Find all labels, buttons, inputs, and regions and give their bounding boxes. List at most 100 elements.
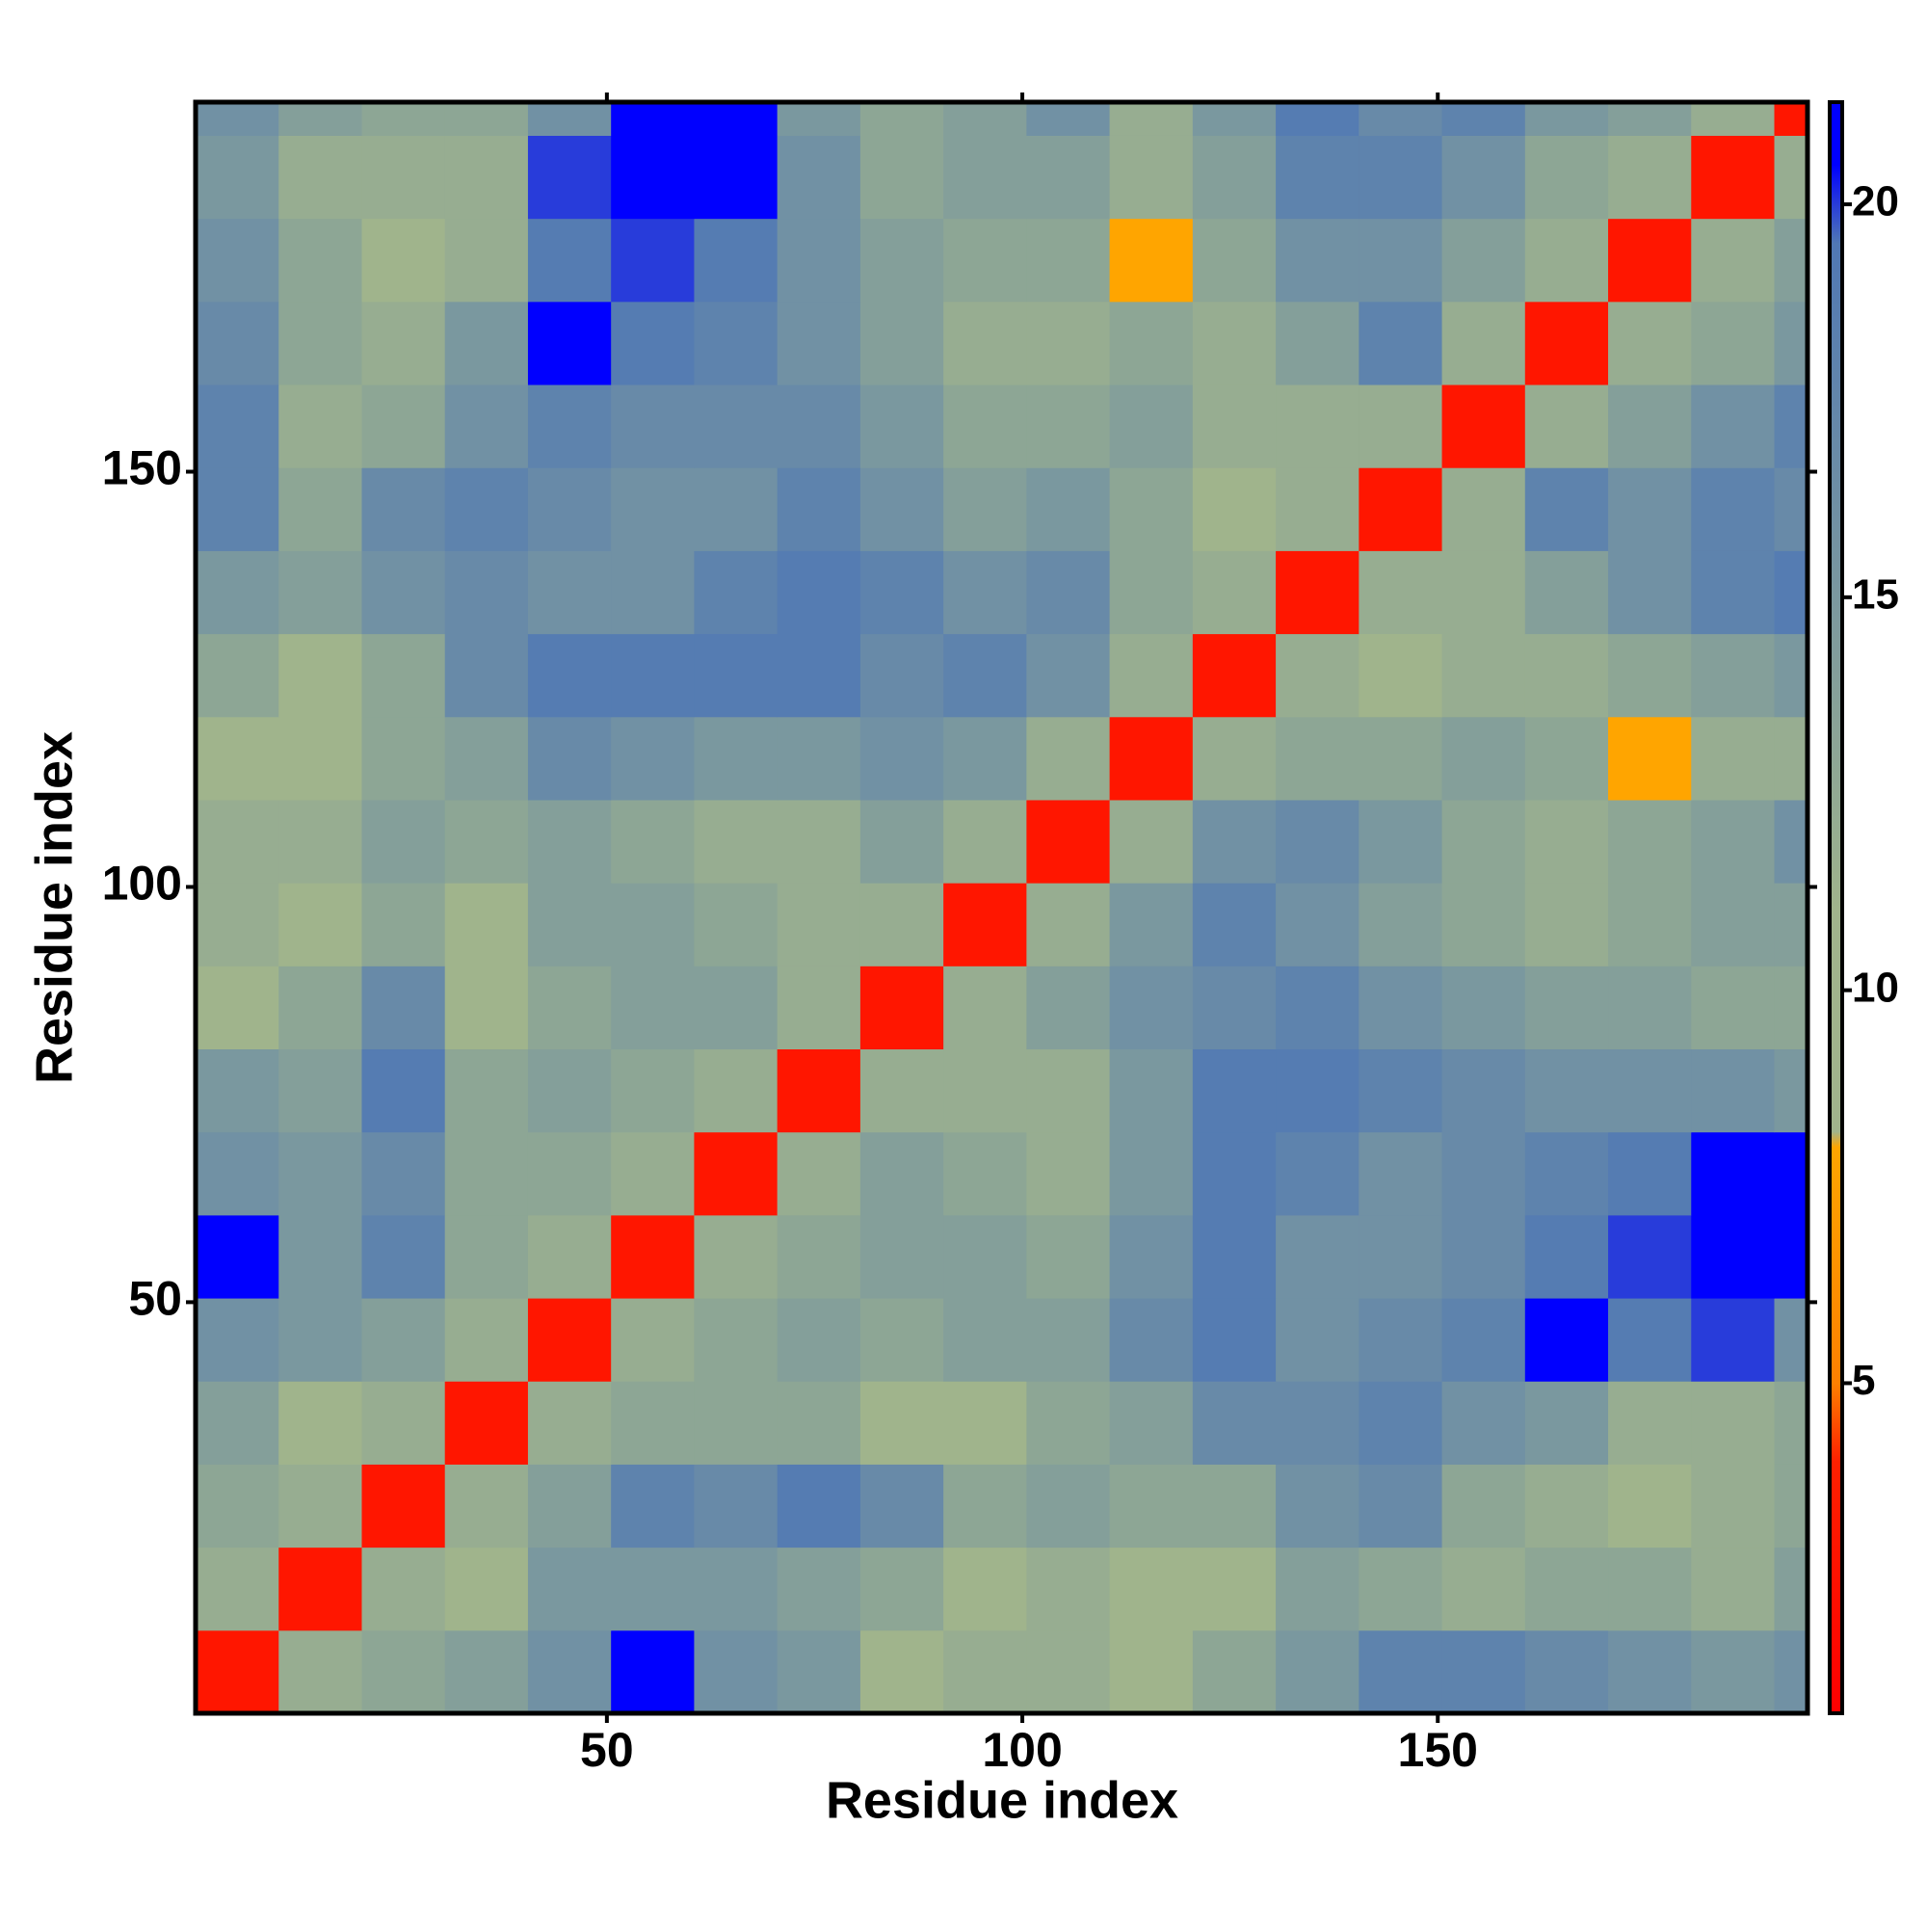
heatmap-cell xyxy=(1524,1214,1609,1299)
heatmap-cell xyxy=(1691,883,1776,966)
heatmap-cell xyxy=(611,301,695,385)
heatmap-cell xyxy=(1691,799,1776,884)
plot-frame xyxy=(193,99,1810,1716)
heatmap-cell xyxy=(444,1629,529,1714)
heatmap-cell xyxy=(1276,550,1359,635)
heatmap-cell xyxy=(611,1048,695,1133)
heatmap-cell xyxy=(1192,102,1277,136)
heatmap-cell xyxy=(361,550,446,635)
heatmap-cell xyxy=(1109,1048,1194,1133)
heatmap-cell xyxy=(1276,966,1359,1050)
heatmap-cell xyxy=(777,301,861,385)
heatmap-cell xyxy=(1359,1547,1443,1631)
heatmap-cell xyxy=(1359,135,1443,220)
heatmap-cell xyxy=(1026,1298,1111,1382)
heatmap-cell xyxy=(527,1298,612,1382)
heatmap-cell xyxy=(611,467,695,551)
heatmap-cell xyxy=(1441,1298,1526,1382)
heatmap-cell xyxy=(1276,716,1359,801)
heatmap-cell xyxy=(196,1131,279,1216)
heatmap-cell xyxy=(1359,467,1443,551)
heatmap-cell xyxy=(1109,102,1194,136)
heatmap-cell xyxy=(1441,1629,1526,1714)
heatmap-cell xyxy=(943,467,1027,551)
heatmap-cell xyxy=(1276,467,1359,551)
heatmap-cell xyxy=(1524,218,1609,303)
heatmap-cell xyxy=(527,1214,612,1299)
heatmap-cell xyxy=(1359,1629,1443,1714)
heatmap-cell xyxy=(444,799,529,884)
heatmap-cell xyxy=(943,966,1027,1050)
heatmap-cell xyxy=(1026,716,1111,801)
heatmap-cell xyxy=(1691,1048,1776,1133)
heatmap-cell xyxy=(1774,1131,1808,1216)
heatmap-cell xyxy=(1026,1381,1111,1465)
heatmap-cell xyxy=(1608,799,1692,884)
heatmap-cell xyxy=(361,1547,446,1631)
heatmap-cell xyxy=(943,1214,1027,1299)
heatmap-cell xyxy=(361,883,446,966)
heatmap-cell xyxy=(1691,301,1776,385)
heatmap-cell xyxy=(1359,1464,1443,1548)
heatmap-cell xyxy=(694,1464,779,1548)
heatmap-cell xyxy=(1192,966,1277,1050)
heatmap-cell xyxy=(444,550,529,635)
heatmap-cell xyxy=(1691,1464,1776,1548)
heatmap-cell xyxy=(777,1214,861,1299)
heatmap-cell xyxy=(777,966,861,1050)
colorbar-tick-label: 10 xyxy=(1852,964,1899,1011)
heatmap-cell xyxy=(444,1214,529,1299)
heatmap-cell xyxy=(777,384,861,468)
heatmap-cell xyxy=(1359,1298,1443,1382)
heatmap-cell xyxy=(694,1381,779,1465)
heatmap-cell xyxy=(1359,301,1443,385)
heatmap-cell xyxy=(196,799,279,884)
heatmap-cell xyxy=(1276,1381,1359,1465)
heatmap-cell xyxy=(1441,1048,1526,1133)
heatmap-cell xyxy=(694,883,779,966)
heatmap-cell xyxy=(196,966,279,1050)
heatmap-cell xyxy=(527,633,612,718)
heatmap-cell xyxy=(777,1547,861,1631)
heatmap-cell xyxy=(859,1214,944,1299)
heatmap-cell xyxy=(1026,467,1111,551)
heatmap-cell xyxy=(1691,102,1776,136)
heatmap-cell xyxy=(1276,135,1359,220)
heatmap-cell xyxy=(527,301,612,385)
heatmap-cell xyxy=(1192,883,1277,966)
heatmap-cell xyxy=(943,1131,1027,1216)
heatmap-cell xyxy=(196,1547,279,1631)
heatmap-cell xyxy=(1774,1048,1808,1133)
heatmap-cell xyxy=(611,633,695,718)
heatmap-cell xyxy=(1192,1298,1277,1382)
heatmap-cell xyxy=(361,135,446,220)
heatmap-cell xyxy=(1524,799,1609,884)
heatmap-cell xyxy=(527,550,612,635)
heatmap-cell xyxy=(1441,1381,1526,1465)
heatmap-cell xyxy=(196,1381,279,1465)
heatmap-cell xyxy=(1524,1298,1609,1382)
heatmap-cell xyxy=(361,1629,446,1714)
heatmap-cell xyxy=(1276,1214,1359,1299)
heatmap-cell xyxy=(1608,467,1692,551)
heatmap-cell xyxy=(1192,301,1277,385)
heatmap-cell xyxy=(444,384,529,468)
heatmap-cell xyxy=(1774,1629,1808,1714)
heatmap-cell xyxy=(694,1048,779,1133)
heatmap-cell xyxy=(196,218,279,303)
heatmap-cell xyxy=(694,301,779,385)
heatmap-cell xyxy=(1276,301,1359,385)
heatmap-cell xyxy=(611,883,695,966)
heatmap-cell xyxy=(1774,633,1808,718)
heatmap-cell xyxy=(278,799,362,884)
heatmap-cell xyxy=(611,102,695,136)
heatmap-cell xyxy=(1026,799,1111,884)
y-tick-label: 50 xyxy=(128,1272,182,1326)
heatmap-cell xyxy=(1774,883,1808,966)
heatmap-cell xyxy=(943,716,1027,801)
heatmap-cell xyxy=(1026,633,1111,718)
heatmap-cell xyxy=(943,1048,1027,1133)
heatmap-cell xyxy=(1192,716,1277,801)
heatmap-cell xyxy=(943,799,1027,884)
heatmap-cell xyxy=(196,1048,279,1133)
